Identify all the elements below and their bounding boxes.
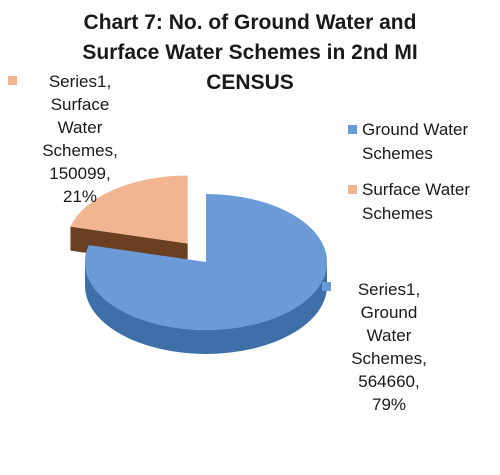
- data-label-ground-water: Series1, Ground Water Schemes, 564660, 7…: [322, 278, 444, 416]
- legend-item-ground-water: Ground Water Schemes: [348, 118, 496, 166]
- chart-legend: Ground Water Schemes Surface Water Schem…: [348, 118, 496, 238]
- data-label-ground-line-3: Water: [366, 326, 412, 345]
- legend-label-surface-line-1: Surface Water: [362, 180, 471, 199]
- ground-slice-top: [84, 194, 328, 331]
- data-label-surface-line-3: Water: [57, 118, 103, 137]
- surface-slice-top: [70, 175, 188, 244]
- data-label-ground-line-5: 564660,: [358, 372, 420, 391]
- data-label-surface-line-2: Surface: [50, 95, 110, 114]
- data-label-ground-line-4: Schemes,: [351, 349, 427, 368]
- data-label-ground-line-1: Series1,: [357, 280, 421, 299]
- chart-title: Chart 7: No. of Ground Water and Surface…: [40, 8, 460, 98]
- data-label-ground-line-2: Ground: [360, 303, 418, 322]
- legend-item-surface-water: Surface Water Schemes: [348, 178, 496, 226]
- data-label-ground-swatch: [322, 282, 331, 291]
- legend-swatch-surface-water: [348, 185, 357, 194]
- data-label-ground-line-6: 79%: [371, 395, 407, 414]
- data-label-surface-line-4: Schemes,: [42, 141, 118, 160]
- legend-swatch-ground-water: [348, 125, 357, 134]
- data-label-surface-line-5: 150099,: [49, 164, 111, 183]
- legend-label-surface-line-2: Schemes: [362, 204, 433, 223]
- data-label-surface-line-1: Series1,: [48, 72, 112, 91]
- data-label-surface-water: Series1, Surface Water Schemes, 150099, …: [8, 70, 140, 208]
- legend-label-ground-line-1: Ground Water: [362, 120, 469, 139]
- chart-title-line-3: CENSUS: [206, 71, 294, 94]
- ground-slice-side: [85, 262, 327, 354]
- chart-title-line-1: Chart 7: No. of Ground Water and: [83, 11, 417, 34]
- data-label-surface-swatch: [8, 76, 17, 85]
- legend-label-ground-line-2: Schemes: [362, 144, 433, 163]
- chart-title-line-2: Surface Water Schemes in 2nd MI: [82, 41, 418, 64]
- data-label-surface-line-6: 21%: [62, 187, 98, 206]
